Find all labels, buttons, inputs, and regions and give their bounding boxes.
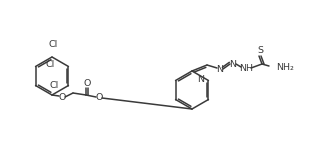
Text: Cl: Cl [46,60,55,69]
Text: N: N [198,75,204,84]
Text: Cl: Cl [49,81,59,90]
Text: Cl: Cl [49,40,58,49]
Text: NH₂: NH₂ [276,62,294,71]
Text: N: N [229,59,237,69]
Text: O: O [58,92,66,102]
Text: O: O [83,78,91,87]
Text: O: O [95,94,103,103]
Text: S: S [257,45,263,54]
Text: N: N [217,65,223,74]
Text: NH: NH [239,63,253,73]
